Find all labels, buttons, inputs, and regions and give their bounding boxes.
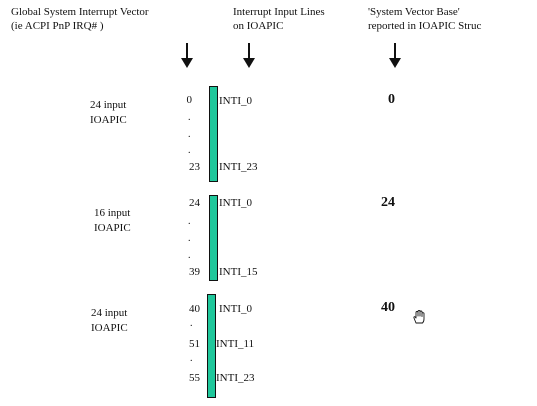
down-arrow-icon	[181, 43, 193, 69]
down-arrow-icon	[243, 43, 255, 69]
ellipsis-dot: .	[188, 250, 191, 261]
header-global-system-interrupt-vector: Global System Interrupt Vector (ie ACPI …	[11, 5, 149, 33]
header-col3-line1: 'System Vector Base'	[368, 6, 460, 18]
first-input-line: INTI_0	[219, 197, 252, 209]
system-vector-base-value: 40	[381, 300, 395, 315]
ioapic-input-bar	[209, 86, 218, 182]
ellipsis-dot: .	[188, 112, 191, 123]
mid-input-line: INTI_11	[216, 338, 255, 350]
first-input-line: INTI_0	[219, 95, 252, 107]
first-input-line: INTI_0	[219, 303, 252, 315]
ioapic-label: 24 input IOAPIC	[91, 306, 128, 336]
ioapic-label-line1: 24 input	[91, 307, 128, 319]
last-input-line: INTI_15	[219, 266, 258, 278]
ioapic-label-line1: 24 input	[90, 99, 127, 111]
ioapic-label-line2: IOAPIC	[91, 322, 128, 334]
start-vector: 24	[189, 197, 200, 209]
ioapic-input-bar	[209, 195, 218, 281]
hand-cursor-icon	[413, 310, 425, 324]
ioapic-label: 16 input IOAPIC	[94, 206, 131, 236]
end-vector: 55	[189, 372, 200, 384]
header-system-vector-base: 'System Vector Base' reported in IOAPIC …	[368, 5, 481, 33]
header-col2-line1: Interrupt Input Lines	[233, 6, 325, 18]
ellipsis-dot: .	[188, 233, 191, 244]
down-arrow-icon	[389, 43, 401, 69]
start-vector: 0	[186, 94, 193, 106]
ioapic-label: 24 input IOAPIC	[90, 98, 127, 128]
header-col3-line2: reported in IOAPIC Struc	[368, 20, 482, 32]
ellipsis-dot: .	[190, 318, 193, 329]
ioapic-input-bar	[207, 294, 216, 398]
ellipsis-dot: .	[190, 353, 193, 364]
mid-vector: 51	[189, 338, 200, 350]
last-input-line: INTI_23	[216, 372, 255, 384]
ellipsis-dot: .	[188, 129, 191, 140]
ellipsis-dot: .	[188, 145, 191, 156]
system-vector-base-value: 0	[388, 92, 395, 107]
header-col1-line2: (ie ACPI PnP IRQ# )	[11, 20, 104, 32]
last-input-line: INTI_23	[219, 161, 258, 173]
system-vector-base-value: 24	[381, 195, 395, 210]
header-col1-line1: Global System Interrupt Vector	[11, 6, 149, 18]
header-interrupt-input-lines: Interrupt Input Lines on IOAPIC	[233, 5, 325, 33]
end-vector: 39	[189, 266, 200, 278]
ioapic-label-line1: 16 input	[94, 207, 131, 219]
start-vector: 40	[189, 303, 200, 315]
end-vector: 23	[189, 161, 200, 173]
ioapic-label-line2: IOAPIC	[94, 222, 131, 234]
ioapic-label-line2: IOAPIC	[90, 114, 127, 126]
ellipsis-dot: .	[188, 216, 191, 227]
header-col2-line2: on IOAPIC	[233, 20, 284, 32]
